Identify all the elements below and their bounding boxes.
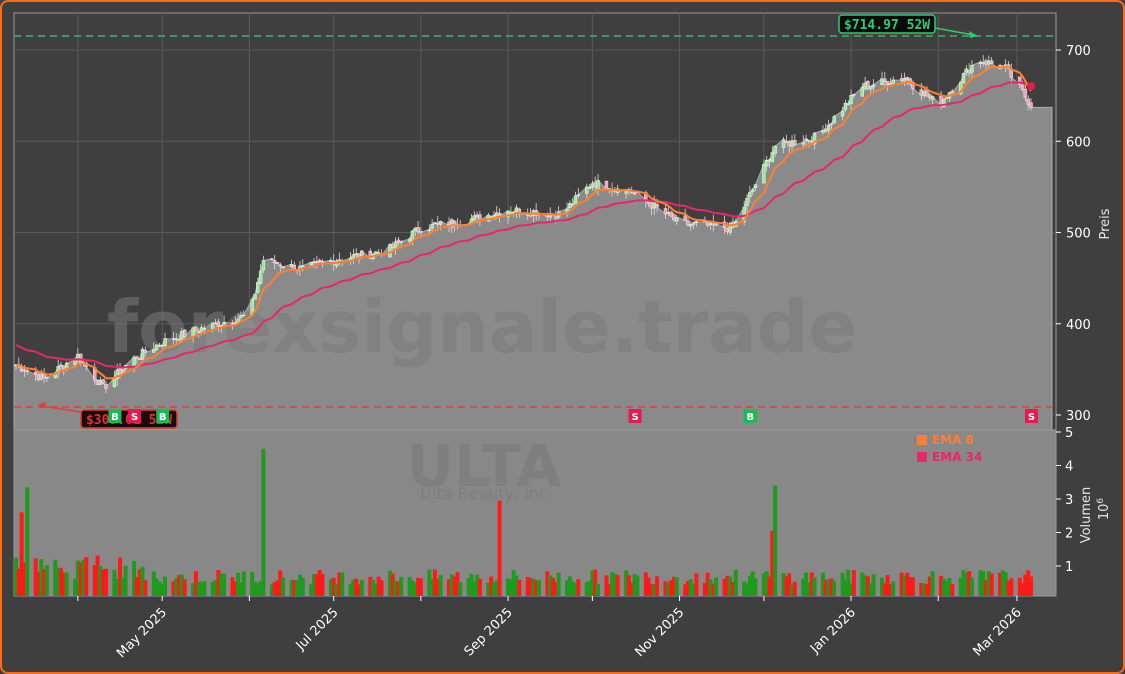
high-52w-label: $714.97 52W — [844, 18, 930, 33]
volume-pane — [13, 429, 1057, 597]
svg-text:S: S — [1028, 412, 1035, 423]
date-tick-label: Mar 2026 — [970, 605, 1024, 659]
signal-marker-buy: B — [156, 409, 170, 423]
signal-marker-sell: S — [628, 409, 642, 423]
legend-swatch — [917, 452, 927, 462]
crossover-dots — [1027, 82, 1035, 91]
ema-34-line — [15, 81, 1032, 369]
volume-tick-label: 2 — [1065, 527, 1073, 542]
date-tick-label: Nov 2025 — [633, 605, 688, 660]
ema-8-line — [15, 65, 1032, 380]
legend: EMA 8 EMA 34 — [917, 433, 982, 464]
svg-text:S: S — [131, 412, 138, 423]
volume-axis-title: Volumen — [1079, 487, 1094, 544]
volume-tick-label: 1 — [1065, 560, 1073, 575]
volume-tick-label: 3 — [1065, 493, 1073, 508]
signal-marker-sell: S — [128, 409, 142, 423]
date-tick-label: Sep 2025 — [462, 605, 516, 659]
price-axis-title: Preis — [1098, 208, 1113, 239]
svg-text:B: B — [111, 412, 119, 423]
legend-label: EMA 8 — [932, 433, 974, 447]
price-tick-label: 700 — [1066, 44, 1091, 59]
svg-text:B: B — [747, 412, 755, 423]
signal-marker-sell: S — [1025, 409, 1038, 423]
price-tick-label: 500 — [1066, 227, 1091, 242]
svg-text:S: S — [631, 412, 638, 423]
watermark-company: Ulta Beauty, Inc — [420, 484, 548, 503]
volume-tick-label: 5 — [1065, 426, 1073, 441]
date-axis: May 2025 Jul 2025 Sep 2025 Nov 2025 Jan 2026… — [77, 596, 1025, 661]
price-tick-label: 300 — [1066, 409, 1091, 424]
signal-marker-buy: B — [743, 409, 757, 423]
date-tick-label: May 2025 — [114, 605, 170, 661]
svg-text:B: B — [159, 412, 167, 423]
date-tick-label: Jan 2026 — [807, 605, 859, 657]
watermark: forexsignale.trade — [107, 285, 857, 369]
volume-watermark: ULTA Ulta Beauty, Inc — [407, 432, 562, 503]
legend-swatch — [917, 435, 927, 445]
watermark-text: forexsignale.trade — [107, 285, 857, 369]
date-tick-label: Jul 2025 — [293, 605, 342, 654]
watermark-ticker: ULTA — [407, 432, 562, 500]
volume-axis: 1 2 3 4 5 — [1056, 426, 1073, 575]
volume-bars — [14, 448, 1033, 596]
price-tick-label: 400 — [1066, 318, 1091, 333]
high-52w-annotation: $714.97 52W — [838, 14, 978, 38]
volume-multiplier: 106 — [1096, 498, 1112, 521]
price-axis: 300 400 500 600 700 — [1056, 44, 1091, 424]
volume-tick-label: 4 — [1065, 460, 1073, 475]
legend-label: EMA 34 — [932, 450, 982, 464]
legend-item: EMA 34 — [917, 450, 982, 464]
signal-marker-buy: B — [108, 409, 122, 423]
legend-item: EMA 8 — [917, 433, 974, 447]
price-tick-label: 600 — [1066, 135, 1091, 150]
